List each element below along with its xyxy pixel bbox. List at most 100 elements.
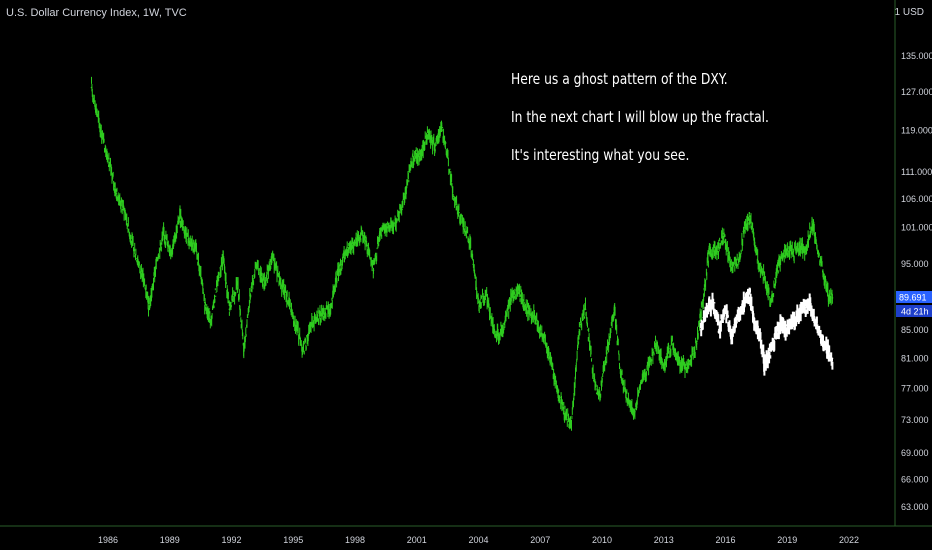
data-point	[712, 301, 714, 304]
data-point	[817, 250, 819, 253]
data-point	[722, 232, 725, 235]
data-point	[494, 336, 496, 338]
data-point	[171, 250, 173, 253]
data-point	[831, 357, 834, 360]
data-point	[179, 215, 181, 217]
x-tick-label: 1992	[221, 535, 241, 545]
y-tick-label: 111.000	[901, 167, 932, 177]
data-point	[525, 308, 527, 311]
x-tick-label: 2019	[777, 535, 797, 545]
data-point	[802, 308, 805, 311]
y-tick-label: 81.000	[901, 353, 929, 363]
data-point	[115, 192, 117, 195]
data-point	[578, 329, 581, 331]
x-tick-label: 1995	[283, 535, 303, 545]
data-point	[142, 275, 144, 278]
price-series	[90, 76, 834, 431]
data-point	[453, 198, 455, 200]
data-point	[378, 232, 381, 235]
data-point	[555, 387, 558, 390]
data-point	[763, 364, 766, 367]
price-bars	[91, 76, 833, 431]
data-point	[805, 250, 807, 253]
data-point	[743, 226, 745, 229]
data-point	[593, 379, 595, 382]
data-point	[337, 269, 340, 272]
data-point	[654, 343, 657, 345]
series-layer	[90, 76, 834, 431]
x-tick-label: 2013	[654, 535, 674, 545]
data-point	[311, 322, 313, 324]
x-tick-label: 2007	[530, 535, 550, 545]
data-point	[648, 364, 651, 367]
y-tick-label: 127.000	[901, 87, 932, 97]
data-point	[599, 395, 601, 397]
y-tick-label: 73.000	[901, 415, 929, 425]
data-point	[774, 336, 776, 338]
x-tick-label: 2022	[839, 535, 859, 545]
data-point	[547, 350, 550, 352]
y-tick-label: 69.000	[901, 448, 929, 458]
data-point	[148, 308, 150, 311]
data-point	[695, 343, 698, 345]
data-point	[809, 301, 811, 304]
data-point	[706, 308, 708, 311]
y-tick-label: 106.000	[901, 194, 932, 204]
data-point	[411, 155, 414, 157]
data-point	[796, 315, 799, 317]
price-axis[interactable]: 135.000 127.000 119.000 111.000 106.000 101.0…	[901, 51, 932, 512]
data-point	[222, 256, 225, 259]
data-point	[366, 244, 369, 247]
data-point	[570, 427, 572, 429]
data-point	[790, 322, 793, 324]
data-point	[798, 244, 801, 247]
y-tick-label: 77.000	[901, 383, 929, 393]
time-axis[interactable]: 1986 1989 1992 1995 1998 2001 2004 2007 2010 2013…	[98, 535, 859, 545]
data-point	[510, 295, 513, 297]
data-point	[228, 308, 231, 311]
data-point	[296, 329, 299, 331]
data-point	[216, 282, 218, 284]
ghost-fractal-series	[699, 287, 834, 376]
annotation-line-2: In the next chart I will blow up the fra…	[511, 108, 769, 126]
data-point	[420, 155, 422, 157]
data-point	[749, 295, 751, 297]
data-point	[792, 250, 795, 253]
data-point	[187, 238, 190, 241]
data-point	[819, 336, 821, 338]
x-tick-label: 2004	[468, 535, 488, 545]
data-point	[753, 322, 756, 324]
data-point	[763, 275, 766, 278]
data-point	[329, 308, 332, 311]
x-tick-label: 1998	[345, 535, 365, 545]
data-point	[539, 329, 542, 331]
data-point	[485, 295, 488, 297]
data-point	[724, 308, 727, 311]
data-point	[288, 301, 290, 304]
data-point	[156, 256, 159, 259]
annotation-line-3: It's interesting what you see.	[511, 146, 690, 164]
y-tick-label: 66.000	[901, 474, 929, 484]
data-point	[823, 343, 826, 345]
data-point	[702, 301, 704, 304]
ghost-bars	[699, 287, 834, 376]
data-point	[815, 322, 817, 324]
data-point	[730, 336, 733, 338]
x-tick-label: 1989	[160, 535, 180, 545]
data-point	[679, 364, 681, 367]
data-point	[613, 308, 616, 311]
data-point	[440, 124, 443, 127]
data-point	[767, 357, 770, 360]
data-point	[372, 269, 375, 272]
data-point	[687, 364, 690, 367]
y-tick-label: 135.000	[901, 51, 932, 61]
data-point	[823, 275, 826, 278]
currency-label[interactable]: 1 USD	[894, 7, 924, 18]
y-tick-label: 119.000	[901, 126, 932, 136]
data-point	[778, 263, 780, 265]
data-point	[827, 295, 830, 297]
data-point	[831, 297, 834, 299]
data-point	[716, 250, 719, 253]
data-point	[271, 256, 274, 259]
